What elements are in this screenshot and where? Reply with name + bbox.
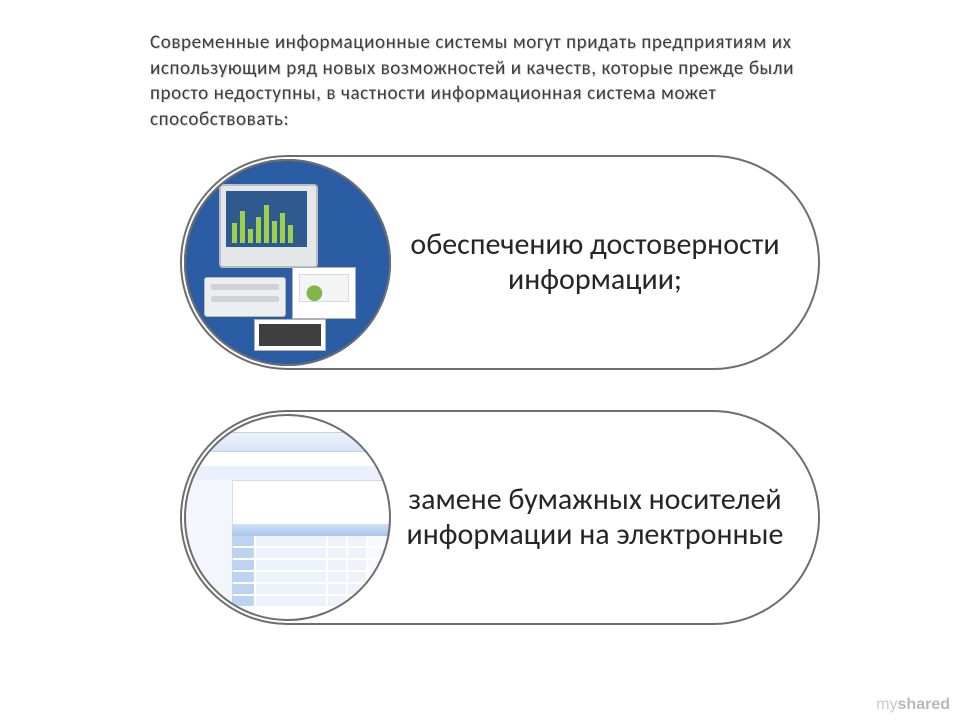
watermark: myshared: [876, 696, 950, 714]
diagram-label: обеспечению достоверности информации;: [400, 155, 790, 370]
slide: Современные информационные системы могут…: [0, 0, 960, 720]
diagram-item-2: замене бумажных носителей информации на …: [180, 410, 820, 625]
slide-title: Современные информационные системы могут…: [150, 30, 840, 133]
software-illustration: [184, 414, 391, 621]
diagram-image-circle: [184, 414, 391, 621]
diagram-image-circle: [184, 159, 391, 366]
watermark-right: shared: [898, 696, 950, 713]
equipment-illustration: [184, 159, 391, 366]
diagram-label: замене бумажных носителей информации на …: [400, 410, 790, 625]
watermark-left: my: [876, 696, 897, 713]
diagram-item-1: обеспечению достоверности информации;: [180, 155, 820, 370]
